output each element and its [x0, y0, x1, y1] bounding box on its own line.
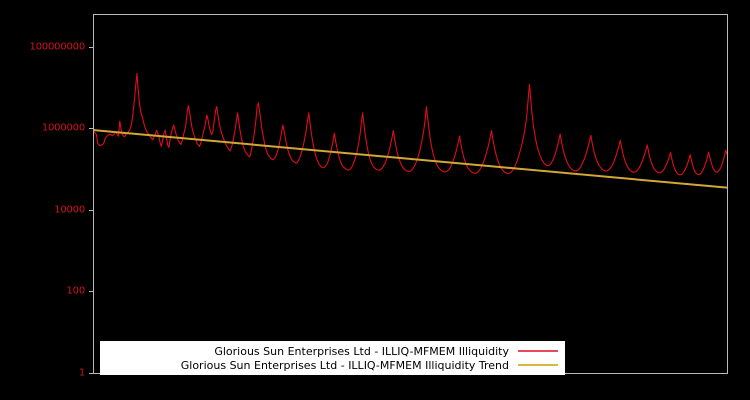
y-tick-mark [89, 46, 93, 48]
illiquidity-trend-line [94, 129, 727, 189]
legend-entry-illiquidity[interactable]: Glorious Sun Enterprises Ltd - ILLIQ-MFM… [101, 344, 564, 358]
y-tick-label: 100000000 [29, 41, 86, 53]
y-tick-label: 1000000 [41, 122, 85, 134]
y-tick-label: 100 [66, 285, 86, 297]
y-axis: 1 100 10000 1000000 100000000 [0, 0, 93, 400]
y-tick-label: 1 [78, 367, 85, 379]
legend-label-illiquidity-trend: Glorious Sun Enterprises Ltd - ILLIQ-MFM… [180, 358, 509, 372]
legend-entry-illiquidity-trend[interactable]: Glorious Sun Enterprises Ltd - ILLIQ-MFM… [101, 358, 564, 372]
y-tick-mark [89, 128, 93, 130]
legend-swatch-illiquidity [518, 350, 558, 352]
illiquidity-series-line [94, 72, 727, 176]
plot-area [93, 14, 728, 374]
y-tick-label: 10000 [54, 204, 85, 216]
legend-swatch-illiquidity-trend [518, 364, 558, 366]
legend-label-illiquidity: Glorious Sun Enterprises Ltd - ILLIQ-MFM… [214, 344, 509, 358]
y-tick-mark [89, 209, 93, 211]
y-tick-mark [89, 291, 93, 293]
chart-legend: Glorious Sun Enterprises Ltd - ILLIQ-MFM… [100, 341, 565, 375]
y-tick-mark [89, 373, 93, 374]
plot-canvas [94, 72, 727, 189]
